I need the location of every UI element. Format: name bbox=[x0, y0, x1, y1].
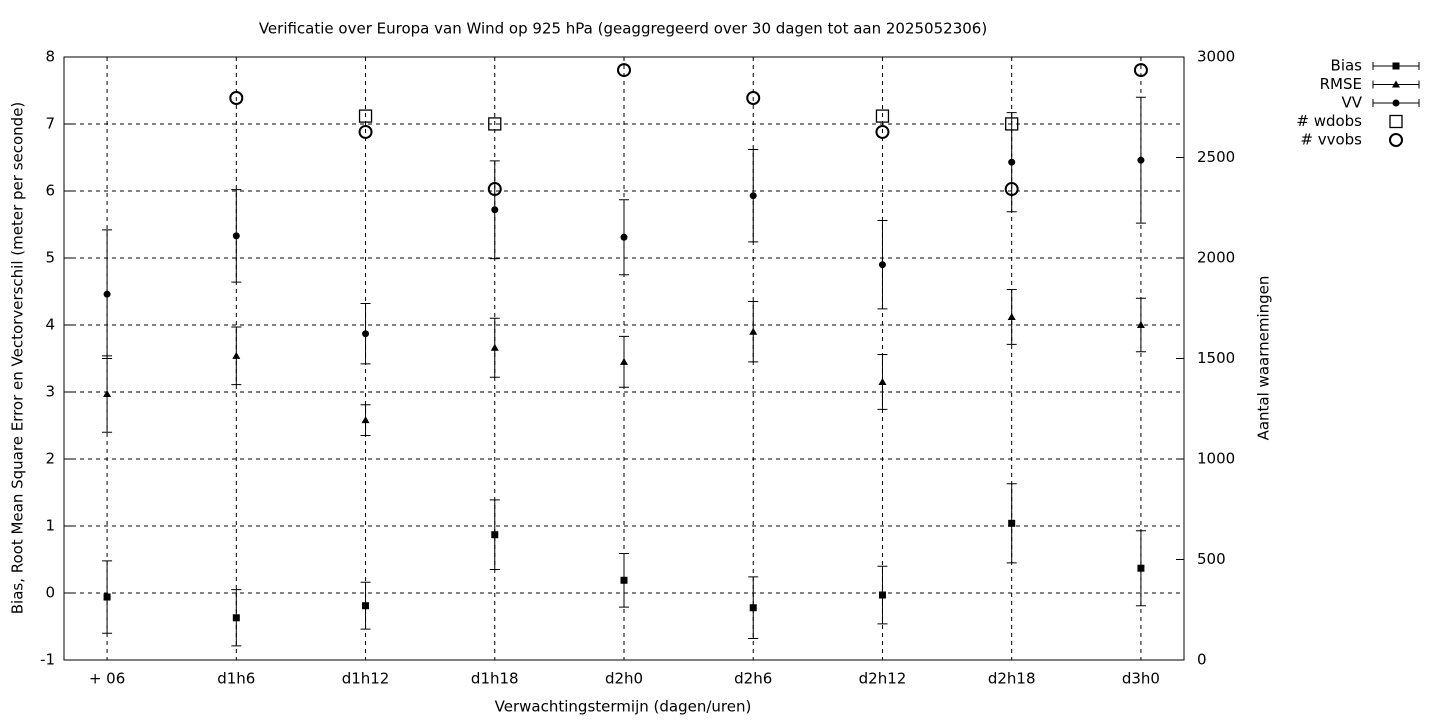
x-tick-label: d2h0 bbox=[605, 670, 643, 688]
y2-tick-label: 0 bbox=[1197, 651, 1207, 669]
data-point bbox=[362, 330, 370, 338]
data-point bbox=[746, 91, 761, 106]
data-point bbox=[1008, 158, 1016, 166]
data-point bbox=[1136, 321, 1145, 328]
y2-axis-label: Aantal waarnemingen bbox=[1255, 276, 1273, 441]
data-point bbox=[1008, 519, 1016, 527]
x-tick-label: d1h18 bbox=[471, 670, 519, 688]
y-axis-label: Bias, Root Mean Square Error en Vectorve… bbox=[9, 102, 27, 615]
data-point bbox=[491, 531, 499, 539]
legend-label: # wdobs bbox=[1296, 112, 1362, 130]
x-tick-label: d2h6 bbox=[734, 670, 772, 688]
y-tick-label: 3 bbox=[45, 383, 55, 401]
x-tick-label: d1h12 bbox=[342, 670, 390, 688]
data-point bbox=[232, 232, 240, 240]
data-point bbox=[358, 124, 373, 139]
y-tick-label: 1 bbox=[45, 517, 55, 535]
data-point bbox=[103, 290, 111, 298]
x-tick-label: d1h6 bbox=[217, 670, 255, 688]
legend-marker bbox=[1392, 99, 1400, 107]
data-point bbox=[617, 63, 631, 78]
y2-tick-label: 1000 bbox=[1197, 450, 1235, 468]
data-point bbox=[1137, 564, 1145, 572]
data-point bbox=[358, 109, 373, 123]
data-point bbox=[103, 390, 112, 398]
legend-marker bbox=[1389, 133, 1403, 147]
legend-label: # vvobs bbox=[1300, 131, 1362, 149]
chart-title: Verificatie over Europa van Wind op 925 … bbox=[259, 20, 987, 38]
data-point bbox=[1004, 182, 1019, 197]
data-point bbox=[488, 117, 502, 131]
data-point bbox=[1007, 312, 1016, 320]
data-point bbox=[487, 182, 502, 197]
y2-tick-label: 3000 bbox=[1197, 48, 1235, 66]
x-axis-label: Verwachtingstermijn (dagen/uren) bbox=[495, 698, 752, 716]
legend-label: Bias bbox=[1331, 57, 1363, 75]
data-point bbox=[361, 416, 370, 424]
x-tick-label: + 06 bbox=[89, 670, 125, 688]
legend-label: RMSE bbox=[1320, 75, 1362, 93]
data-point bbox=[1133, 63, 1148, 78]
y-tick-label: 8 bbox=[45, 48, 55, 66]
y-tick-label: 2 bbox=[45, 450, 55, 468]
data-point bbox=[878, 261, 886, 269]
y-tick-label: -1 bbox=[40, 651, 55, 669]
y-tick-label: 4 bbox=[45, 316, 55, 334]
y-tick-label: 0 bbox=[45, 584, 55, 602]
data-point bbox=[875, 109, 890, 123]
data-point bbox=[749, 604, 757, 612]
data-point bbox=[362, 602, 370, 610]
data-point bbox=[232, 614, 240, 622]
data-point bbox=[491, 206, 499, 214]
y2-tick-label: 2500 bbox=[1197, 148, 1235, 166]
data-point bbox=[620, 233, 628, 241]
legend-marker bbox=[1389, 114, 1403, 129]
x-tick-label: d3h0 bbox=[1122, 670, 1160, 688]
data-point bbox=[620, 576, 628, 584]
data-point bbox=[1137, 156, 1145, 164]
data-point bbox=[229, 91, 244, 106]
data-point bbox=[232, 351, 241, 359]
data-point bbox=[875, 124, 890, 139]
data-point bbox=[490, 343, 499, 351]
data-point bbox=[103, 593, 111, 601]
data-point bbox=[1005, 117, 1019, 131]
data-point bbox=[620, 357, 628, 365]
data-point bbox=[878, 591, 886, 599]
y2-tick-label: 2000 bbox=[1197, 249, 1235, 267]
y2-tick-label: 1500 bbox=[1197, 349, 1235, 367]
data-point bbox=[749, 327, 758, 335]
data-point bbox=[749, 192, 757, 200]
x-tick-label: d2h12 bbox=[859, 670, 907, 688]
legend-marker bbox=[1392, 62, 1400, 70]
legend-label: VV bbox=[1341, 94, 1362, 112]
y-tick-label: 7 bbox=[45, 115, 55, 133]
y-tick-label: 6 bbox=[45, 182, 55, 200]
legend-marker bbox=[1392, 80, 1400, 88]
x-tick-label: d2h18 bbox=[988, 670, 1036, 688]
y-tick-label: 5 bbox=[45, 249, 55, 267]
y2-tick-label: 500 bbox=[1197, 550, 1226, 568]
data-point bbox=[878, 377, 887, 385]
